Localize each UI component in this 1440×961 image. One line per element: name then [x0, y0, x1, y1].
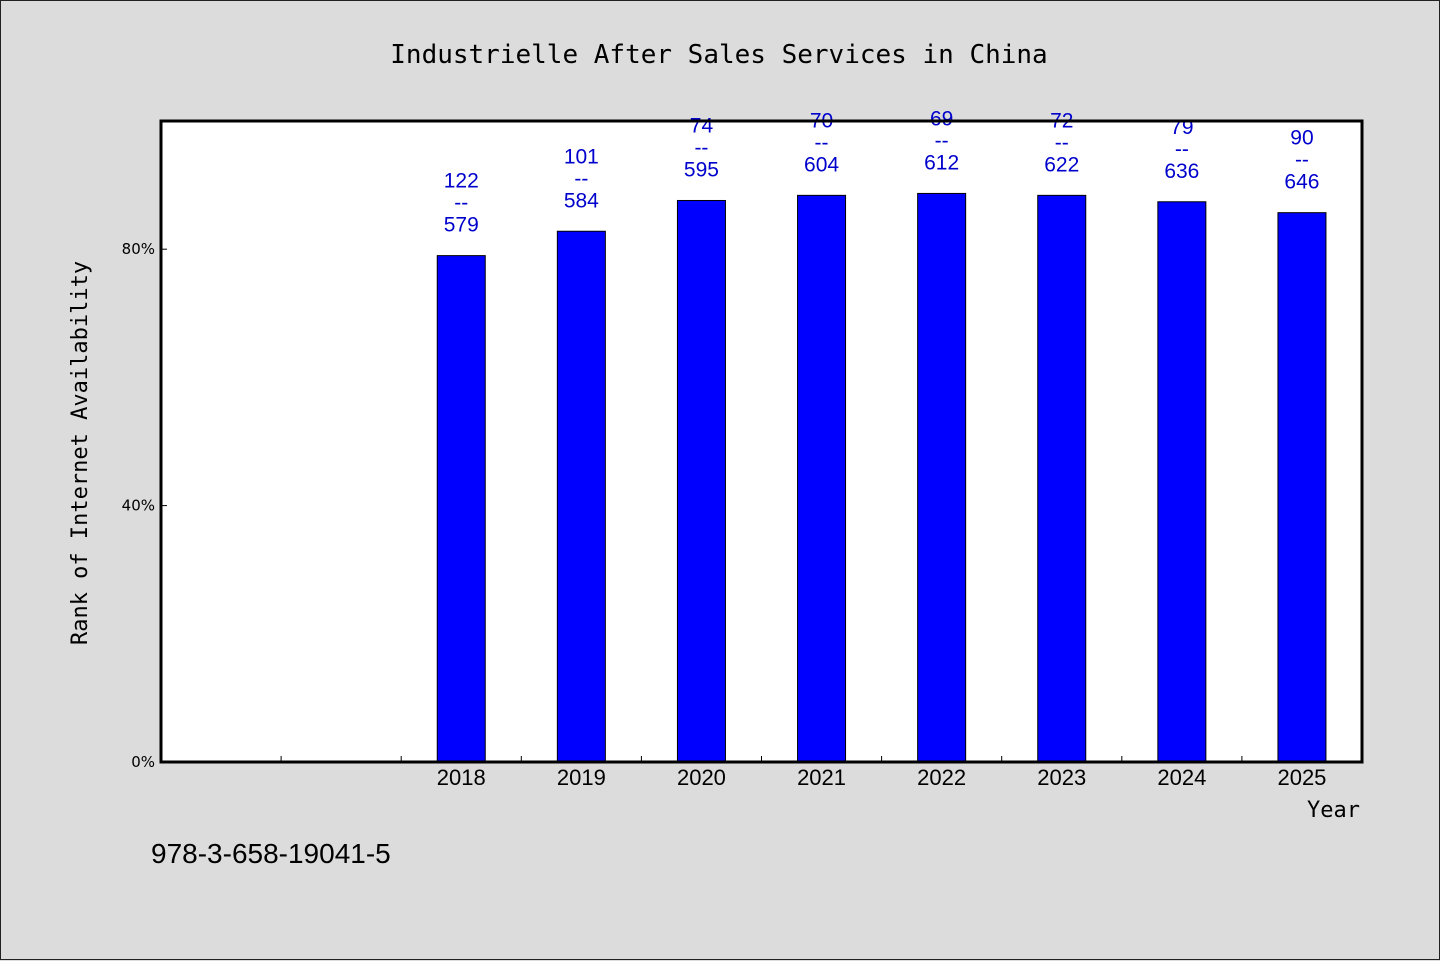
- data-label-line: 636: [1164, 160, 1199, 183]
- x-tick-label: 2023: [1037, 765, 1086, 790]
- data-label-line: --: [694, 136, 708, 159]
- bar: [917, 192, 967, 763]
- data-label-line: 79: [1170, 116, 1193, 139]
- data-label-line: 579: [444, 214, 479, 237]
- data-label-line: --: [1055, 131, 1069, 154]
- bar: [1037, 194, 1087, 763]
- data-label-line: 69: [930, 107, 953, 130]
- data-label: 70 --604: [804, 109, 839, 176]
- x-axis-label: Year: [1307, 798, 1360, 823]
- x-tick-label: 2018: [437, 765, 486, 790]
- data-label-line: 604: [804, 153, 839, 176]
- bar: [1157, 201, 1207, 763]
- isbn-footer: 978-3-658-19041-5: [151, 838, 391, 869]
- data-label-line: --: [454, 192, 468, 215]
- data-label-line: 90: [1290, 127, 1313, 150]
- data-label-line: 646: [1284, 171, 1319, 194]
- data-label-line: --: [935, 129, 949, 152]
- data-label-line: 612: [924, 151, 959, 174]
- x-tick-label: 2025: [1277, 765, 1326, 790]
- y-tick-label: 0%: [131, 753, 155, 771]
- data-label-line: --: [1295, 149, 1309, 172]
- bar: [1277, 212, 1327, 763]
- data-label-line: --: [815, 131, 829, 154]
- data-label: 122 --579: [444, 170, 479, 237]
- data-label-line: 622: [1044, 153, 1079, 176]
- data-label: 101 --584: [564, 145, 599, 212]
- x-tick-label: 2022: [917, 765, 966, 790]
- y-axis-label: Rank of Internet Availability: [68, 261, 93, 645]
- data-label-line: 101: [564, 145, 599, 168]
- x-tick-label: 2021: [797, 765, 846, 790]
- data-label-line: 595: [684, 158, 719, 181]
- y-axis: 0% 40% 80%: [122, 240, 167, 771]
- x-tick-label: 2020: [677, 765, 726, 790]
- x-axis: 2018 2019 2020 2021 2022 2023 2024 2025: [280, 756, 1326, 790]
- y-tick-label: 80%: [122, 240, 155, 258]
- chart-title: Industrielle After Sales Services in Chi…: [390, 40, 1047, 70]
- data-label-line: 74: [690, 114, 714, 137]
- x-tick-label: 2019: [557, 765, 606, 790]
- data-label: 90 --646: [1284, 127, 1319, 194]
- data-label-line: --: [574, 167, 588, 190]
- bar: [676, 199, 726, 763]
- bar: [797, 194, 847, 763]
- data-label-line: --: [1175, 138, 1189, 161]
- x-tick-label: 2024: [1157, 765, 1206, 790]
- bar: [436, 255, 486, 763]
- data-label: 69 --612: [924, 107, 959, 174]
- data-label-line: 584: [564, 189, 599, 212]
- data-label-line: 122: [444, 170, 479, 193]
- bar: [556, 230, 606, 763]
- y-tick-label: 40%: [122, 497, 155, 515]
- bars-layer: [436, 192, 1327, 763]
- data-label: 72 --622: [1044, 109, 1079, 176]
